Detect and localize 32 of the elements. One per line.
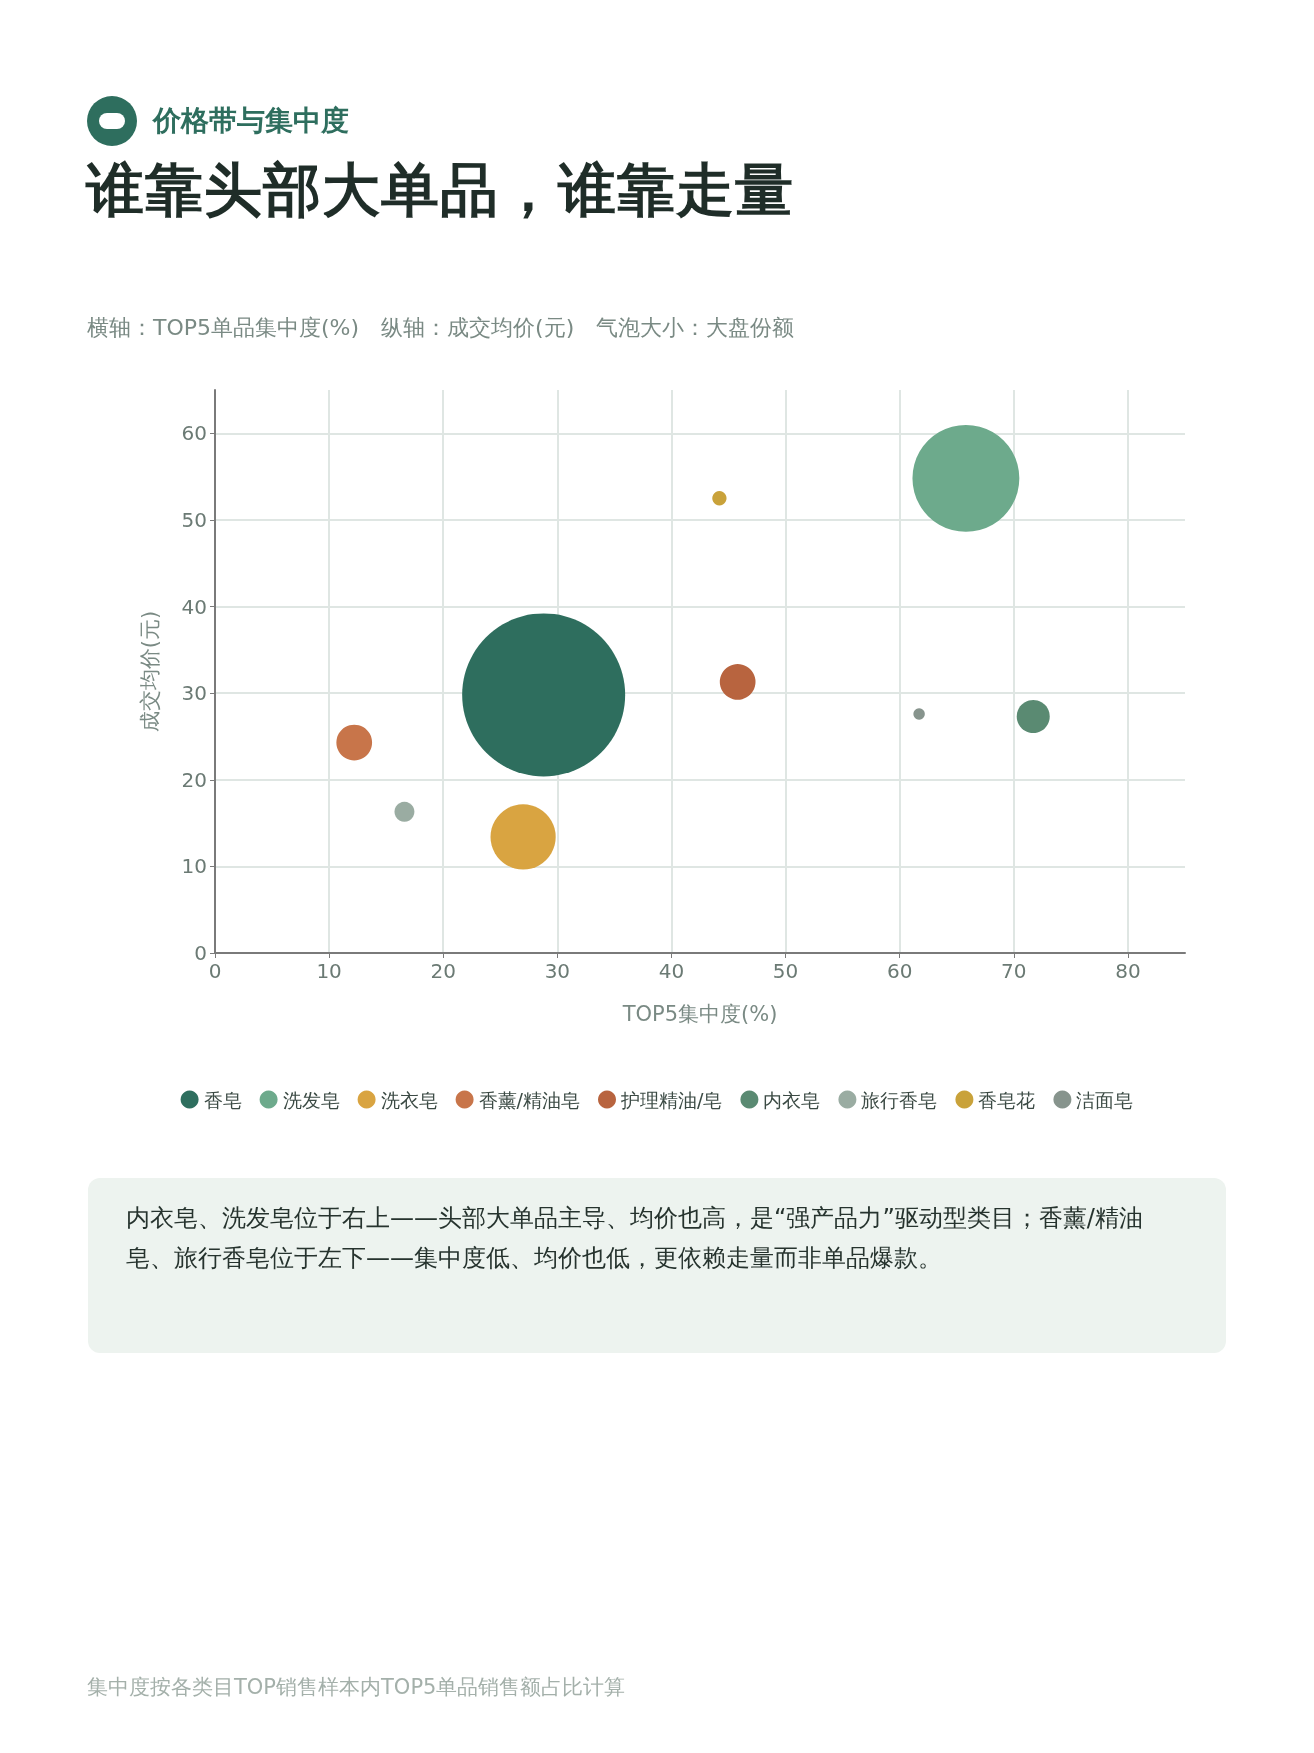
x-tick-label: 0 <box>208 959 222 983</box>
legend-label: 内衣皂 <box>763 1088 821 1111</box>
y-axis-title: 成交均价(元) <box>137 610 162 733</box>
legend-label: 香薰/精油皂 <box>478 1088 580 1111</box>
y-tick-label: 30 <box>181 681 207 706</box>
legend-label: 洗发皂 <box>282 1088 340 1111</box>
x-tick-label: 60 <box>886 959 913 983</box>
x-tick-label: 80 <box>1115 959 1141 983</box>
x-axis-title: TOP5集中度(%) <box>621 1001 778 1026</box>
x-tick-label: 50 <box>772 959 799 983</box>
text: 内衣皂、洗发皂位于右上——头部大单品主导、均价也高，是“强产品力”驱动型类目；香薰/精油皂、旅行香皂位于左下——集中度低、均价也低，更依赖走量而非单品爆款。 <box>88 1178 1226 1353</box>
text: 横轴：TOP5单品集中度(%) 纵轴：成交均价(元) 气泡大小：大盘份额 <box>87 314 795 342</box>
x-tick-label: 10 <box>316 959 342 983</box>
y-tick-label: 50 <box>181 507 207 532</box>
y-tick-label: 40 <box>181 594 207 619</box>
y-tick-label: 60 <box>181 421 207 446</box>
x-tick-label: 70 <box>1001 959 1027 983</box>
y-tick-label: 20 <box>181 767 207 792</box>
legend-label: 香皂 <box>203 1088 242 1111</box>
legend-label: 香皂花 <box>978 1088 1036 1111</box>
y-tick-label: 10 <box>181 854 207 879</box>
text: 集中度按各类目TOP销售样本内TOP5单品销售额占比计算 <box>87 1674 626 1701</box>
legend-label: 洗衣皂 <box>380 1088 438 1111</box>
chart-title: 谁靠头部大单品，谁靠走量 <box>86 155 794 226</box>
legend-label: 洁面皂 <box>1076 1088 1134 1111</box>
x-tick-label: 30 <box>544 959 571 983</box>
chart-subtitle: 价格带与集中度 <box>153 103 349 139</box>
x-tick-label: 20 <box>430 959 456 983</box>
x-tick-label: 40 <box>658 959 685 983</box>
y-tick-label: 0 <box>194 941 207 965</box>
legend-label: 旅行香皂 <box>861 1088 938 1111</box>
legend-label: 护理精油/皂 <box>620 1088 723 1111</box>
